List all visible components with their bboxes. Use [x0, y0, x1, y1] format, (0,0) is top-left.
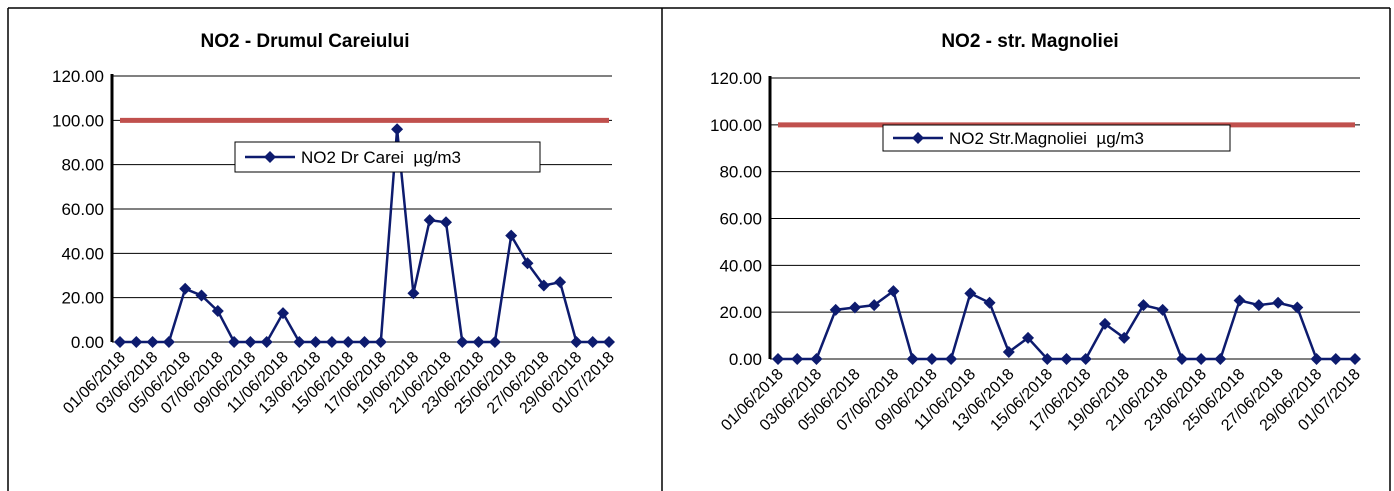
marker: [1349, 353, 1361, 365]
marker: [244, 336, 257, 348]
marker: [1252, 299, 1265, 312]
marker: [586, 336, 599, 348]
legend-marker: [912, 132, 924, 144]
marker: [260, 336, 273, 348]
marker: [1022, 331, 1035, 344]
marker: [472, 336, 485, 348]
marker: [228, 336, 241, 348]
marker: [791, 353, 804, 365]
marker: [1002, 345, 1015, 358]
y-tick-label: 40.00: [719, 256, 762, 275]
marker: [1118, 331, 1131, 344]
y-tick-label: 100.00: [710, 116, 762, 135]
marker: [374, 336, 387, 348]
marker: [554, 276, 567, 289]
marker: [570, 336, 583, 348]
marker: [772, 353, 784, 365]
marker: [1175, 353, 1188, 365]
marker: [1079, 353, 1092, 365]
marker: [342, 336, 355, 348]
marker: [1195, 353, 1208, 365]
marker: [537, 279, 550, 292]
marker: [1329, 353, 1342, 365]
marker: [983, 296, 996, 309]
marker: [114, 336, 126, 348]
marker: [1098, 317, 1111, 330]
y-tick-label: 100.00: [52, 111, 104, 130]
marker: [407, 287, 420, 300]
y-tick-label: 20.00: [61, 289, 104, 308]
marker: [1041, 353, 1054, 365]
marker: [1137, 299, 1150, 312]
marker: [1310, 353, 1323, 365]
y-tick-label: 0.00: [71, 333, 104, 352]
marker: [277, 307, 289, 320]
y-tick-label: 60.00: [719, 210, 762, 229]
marker: [925, 353, 938, 365]
marker: [179, 282, 192, 295]
legend-label: NO2 Dr Carei µg/m3: [301, 148, 461, 167]
marker: [810, 353, 823, 365]
marker: [603, 336, 615, 348]
marker: [1156, 303, 1169, 316]
y-tick-label: 0.00: [729, 350, 762, 369]
marker: [848, 301, 861, 314]
marker: [964, 287, 977, 300]
marker: [488, 336, 501, 348]
marker: [1233, 294, 1246, 307]
marker: [293, 336, 306, 348]
marker: [358, 336, 371, 348]
marker: [325, 336, 338, 348]
y-tick-label: 40.00: [61, 244, 104, 263]
y-tick-label: 120.00: [52, 67, 104, 86]
marker: [456, 336, 469, 348]
y-tick-label: 80.00: [61, 156, 104, 175]
marker: [1291, 301, 1304, 314]
marker: [146, 336, 159, 348]
marker: [906, 353, 919, 365]
marker: [423, 214, 436, 227]
legend-marker: [264, 151, 276, 163]
y-tick-label: 60.00: [61, 200, 104, 219]
marker: [887, 285, 900, 298]
y-tick-label: 120.00: [710, 69, 762, 88]
chart-title: NO2 - str. Magnoliei: [941, 31, 1118, 52]
marker: [521, 257, 534, 270]
marker: [130, 336, 143, 348]
marker: [1214, 353, 1227, 365]
marker: [309, 336, 322, 348]
marker: [391, 123, 404, 136]
series-line: [778, 289, 1355, 361]
marker: [829, 303, 842, 316]
marker: [505, 229, 518, 242]
y-tick-label: 80.00: [719, 163, 762, 182]
chart-title: NO2 - Drumul Careiului: [200, 31, 409, 52]
marker: [195, 289, 208, 302]
marker: [162, 336, 175, 348]
marker: [440, 216, 452, 229]
marker: [868, 299, 881, 312]
marker: [945, 353, 958, 365]
marker: [1272, 296, 1285, 309]
marker: [1060, 353, 1073, 365]
y-tick-label: 20.00: [719, 303, 762, 322]
legend-label: NO2 Str.Magnoliei µg/m3: [949, 129, 1144, 148]
marker: [211, 304, 224, 317]
